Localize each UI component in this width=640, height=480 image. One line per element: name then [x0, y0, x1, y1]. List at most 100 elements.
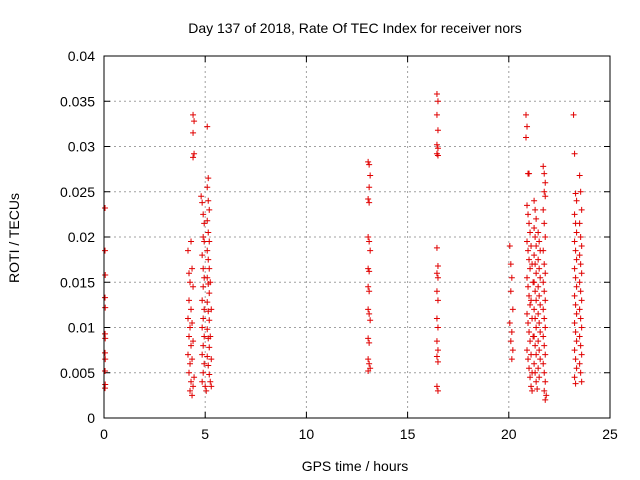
data-point: [529, 387, 536, 394]
data-point: [577, 234, 584, 240]
data-point: [527, 229, 534, 236]
data-point: [184, 247, 191, 254]
y-tick-label: 0.01: [68, 320, 95, 336]
x-tick-label: 10: [299, 426, 315, 442]
data-point: [541, 369, 548, 376]
data-point: [509, 306, 516, 313]
data-point: [199, 378, 206, 385]
data-point: [434, 358, 441, 365]
data-point: [204, 353, 211, 360]
data-point: [206, 206, 213, 213]
data-point: [188, 238, 195, 245]
data-point: [537, 356, 544, 363]
data-point: [190, 383, 197, 390]
data-point: [535, 338, 542, 345]
data-point: [187, 279, 194, 286]
data-point: [206, 317, 213, 324]
data-point: [532, 315, 539, 322]
data-point: [525, 211, 532, 218]
data-point: [525, 319, 532, 326]
data-point: [434, 387, 441, 394]
data-point: [531, 197, 538, 204]
data-point: [203, 387, 210, 394]
data-point: [206, 238, 213, 245]
data-point: [366, 199, 373, 206]
data-point: [204, 326, 211, 333]
data-point: [526, 220, 533, 227]
data-point: [102, 272, 109, 279]
data-point: [524, 310, 531, 317]
data-point: [205, 362, 212, 369]
data-point: [200, 369, 207, 376]
data-point: [578, 243, 585, 250]
data-point: [188, 306, 195, 313]
data-point: [199, 324, 206, 331]
data-point: [577, 342, 584, 349]
data-point: [365, 195, 372, 202]
data-point: [365, 283, 372, 290]
data-point: [366, 360, 373, 367]
data-point: [204, 274, 211, 281]
data-point: [571, 374, 578, 381]
data-point: [189, 392, 196, 399]
data-point: [571, 265, 578, 272]
data-point: [508, 274, 515, 281]
data-point: [532, 288, 539, 295]
data-point: [186, 333, 193, 340]
data-point: [186, 297, 193, 304]
plot-frame: [103, 55, 611, 419]
data-point: [190, 154, 197, 161]
data-point: [507, 288, 514, 295]
data-point: [204, 217, 211, 224]
data-point: [576, 279, 583, 286]
data-point: [532, 261, 539, 268]
data-point: [102, 385, 109, 392]
data-point: [528, 351, 535, 358]
data-point: [528, 297, 535, 304]
data-point: [206, 371, 213, 378]
y-axis-title: ROTI / TECUs: [6, 193, 22, 283]
data-point: [366, 238, 373, 245]
data-point: [531, 279, 538, 286]
data-point: [573, 197, 580, 204]
data-point: [366, 288, 373, 295]
data-point: [367, 172, 374, 179]
data-point: [540, 247, 547, 254]
data-point: [102, 335, 109, 342]
data-point: [527, 374, 534, 381]
data-point: [200, 265, 207, 272]
data-point: [184, 351, 191, 358]
data-point: [433, 270, 440, 277]
data-point: [571, 238, 578, 245]
data-point: [578, 324, 585, 331]
data-point: [207, 378, 214, 385]
data-point: [365, 335, 372, 342]
data-point: [524, 274, 531, 281]
data-point: [541, 288, 548, 295]
data-point: [524, 238, 531, 245]
data-point: [184, 315, 191, 322]
data-point: [526, 292, 533, 299]
data-point: [535, 256, 542, 263]
data-point: [541, 387, 548, 394]
data-point: [205, 256, 212, 263]
data-point: [525, 356, 532, 363]
data-point: [531, 306, 538, 313]
data-point: [205, 229, 212, 236]
data-point: [102, 367, 109, 374]
data-point: [543, 392, 550, 399]
data-point: [205, 197, 212, 204]
data-point: [206, 290, 213, 297]
y-tick-label: 0.005: [60, 365, 95, 381]
data-point: [533, 351, 540, 358]
x-tick-labels: 0 5 10 15 20 25: [100, 426, 618, 442]
data-point: [365, 234, 372, 240]
data-point: [528, 383, 535, 390]
data-point: [202, 383, 209, 390]
data-point: [573, 283, 580, 290]
data-point: [507, 261, 514, 268]
data-point: [434, 127, 441, 134]
data-point: [541, 220, 548, 227]
data-point: [187, 387, 194, 394]
data-point: [532, 369, 539, 376]
